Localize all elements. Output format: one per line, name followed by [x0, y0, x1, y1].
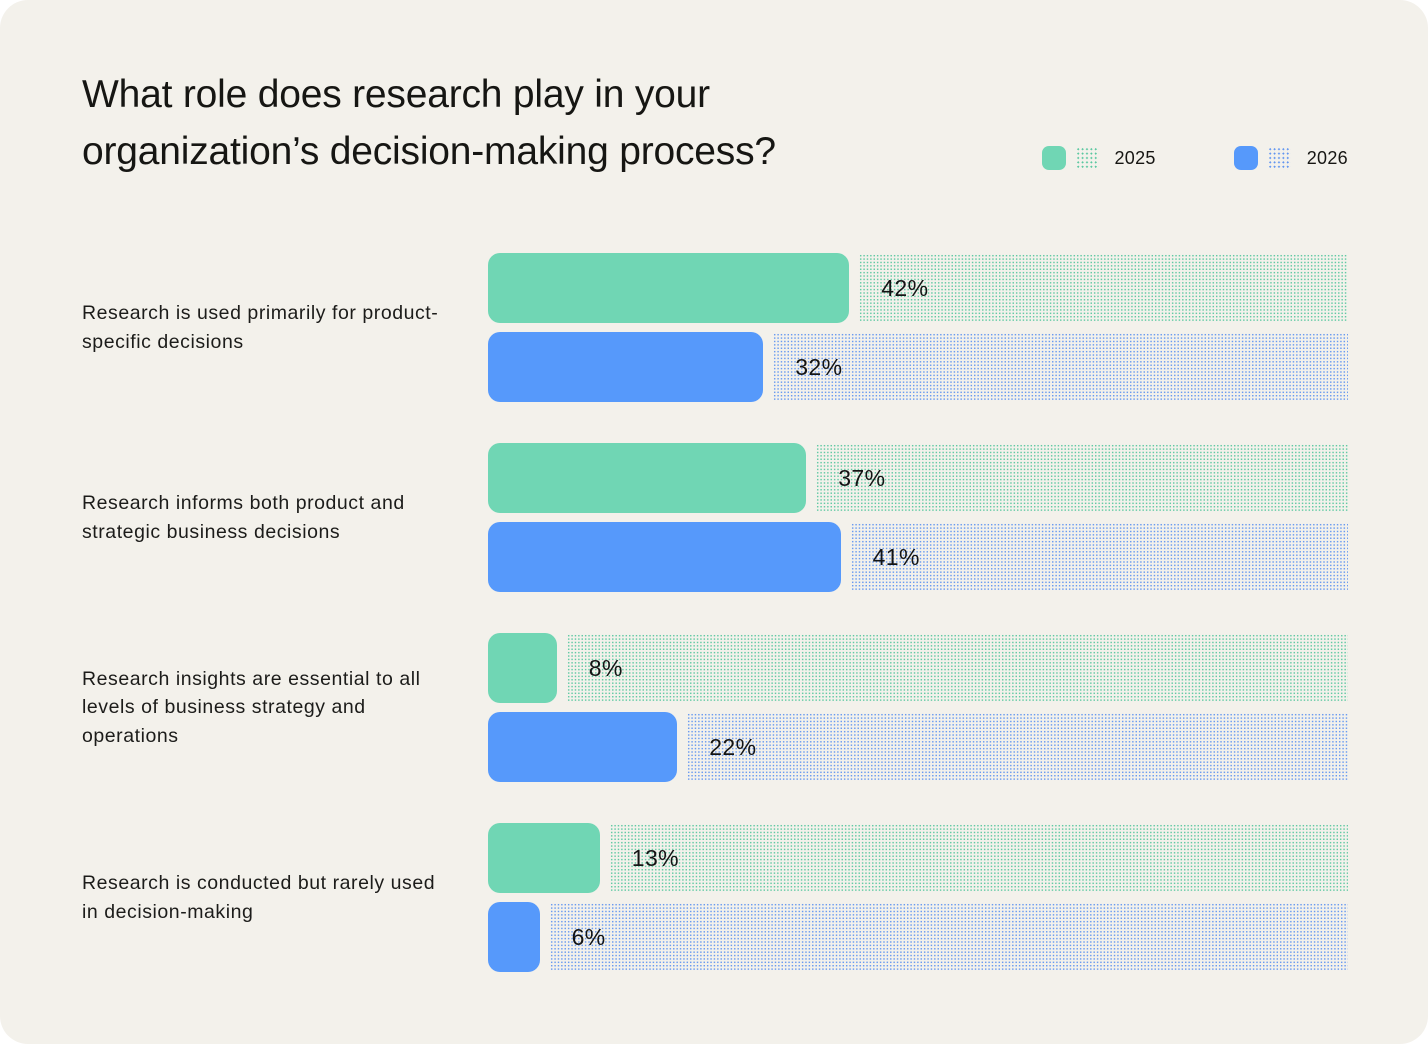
legend-swatch-solid-2025 — [1041, 146, 1066, 170]
bar-track-2025: 13% — [609, 824, 1348, 892]
value-label: 42% — [881, 274, 929, 301]
bar-2026: 41% — [488, 522, 1348, 592]
bar-fill-2025 — [488, 253, 850, 323]
bar-2025: 42% — [488, 253, 1348, 323]
bar-2026: 6% — [488, 902, 1348, 972]
legend-swatch-dotted-2026 — [1267, 146, 1291, 170]
bar-track-2025: 42% — [859, 254, 1348, 322]
bar-pair: 37% 41% — [488, 443, 1348, 592]
legend: 2025 2026 — [1041, 146, 1349, 170]
value-label: 32% — [795, 353, 843, 380]
page-title: What role does research play in your org… — [82, 73, 776, 174]
value-label: 37% — [838, 464, 886, 491]
bar-pair: 42% 32% — [488, 253, 1348, 402]
bar-fill-2025 — [488, 823, 600, 893]
bar-2025: 8% — [488, 633, 1348, 703]
category-label: Research informs both product and strate… — [82, 492, 405, 543]
bar-pair: 13% 6% — [488, 823, 1348, 972]
value-label: 22% — [709, 733, 757, 760]
value-label: 6% — [571, 923, 606, 950]
value-label: 41% — [872, 543, 920, 570]
bar-2025: 37% — [488, 443, 1348, 513]
category-group-4: Research is conducted but rarely used in… — [82, 823, 1348, 972]
bar-2025: 13% — [488, 823, 1348, 893]
bar-fill-2025 — [488, 443, 807, 513]
bar-2026: 32% — [488, 332, 1348, 402]
bar-track-2026: 32% — [773, 333, 1348, 401]
bar-2026: 22% — [488, 712, 1348, 782]
category-group-2: Research informs both product and strate… — [82, 443, 1348, 592]
bar-track-2026: 41% — [850, 523, 1348, 591]
bar-track-2025: 37% — [816, 444, 1348, 512]
legend-label-2026: 2026 — [1306, 147, 1348, 168]
category-label: Research insights are essential to all l… — [82, 667, 421, 747]
category-label: Research is used primarily for product-s… — [82, 302, 439, 353]
bar-fill-2026 — [488, 902, 540, 972]
legend-item-2025: 2025 — [1041, 146, 1156, 170]
bar-pair: 8% 22% — [488, 633, 1348, 782]
value-label: 8% — [588, 654, 623, 681]
bar-track-2026: 6% — [549, 903, 1348, 971]
category-group-1: Research is used primarily for product-s… — [82, 253, 1348, 402]
legend-swatch-dotted-2025 — [1075, 146, 1099, 170]
bar-fill-2026 — [488, 712, 678, 782]
bar-fill-2025 — [488, 633, 557, 703]
bar-chart: Research is used primarily for product-s… — [82, 253, 1348, 972]
bar-track-2026: 22% — [687, 713, 1348, 781]
legend-label-2025: 2025 — [1114, 147, 1156, 168]
category-label: Research is conducted but rarely used in… — [82, 872, 436, 923]
category-group-3: Research insights are essential to all l… — [82, 633, 1348, 782]
bar-fill-2026 — [488, 332, 764, 402]
legend-swatch-solid-2026 — [1233, 146, 1258, 170]
bar-fill-2026 — [488, 522, 841, 592]
bar-track-2025: 8% — [566, 634, 1348, 702]
value-label: 13% — [631, 844, 680, 871]
legend-item-2026: 2026 — [1233, 146, 1348, 170]
